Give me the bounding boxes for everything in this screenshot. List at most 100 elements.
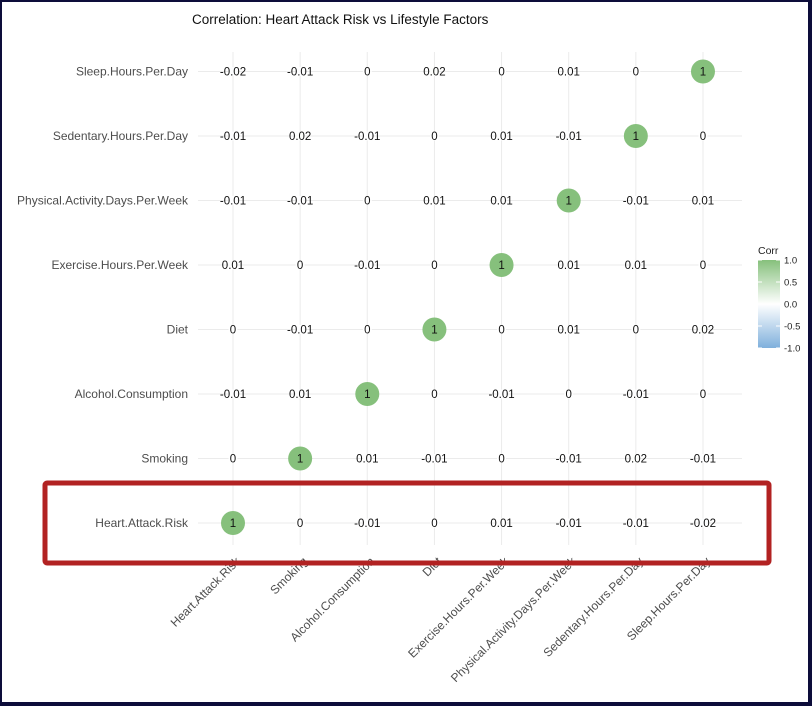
corr-value-label: 0 [297,518,303,530]
corr-value-label: 0 [364,67,370,79]
corr-circle [295,131,305,141]
corr-circle [429,389,439,399]
corr-value-label: -0.01 [220,131,246,143]
corr-circle [295,260,305,270]
corr-circle [564,389,574,399]
legend-tick-label: -0.5 [784,322,800,333]
x-axis-labels: Heart.Attack.Risk SmokingAlcohol.Consumpt… [168,554,713,685]
corr-circle [429,131,439,141]
corr-circle [295,518,305,528]
corr-circle [228,260,238,270]
corr-circle [362,260,372,270]
corr-value-label: 0.01 [558,325,580,337]
corr-circle [564,131,574,141]
corr-circle [429,454,439,463]
y-tick-label: Alcohol.Consumption [75,387,188,401]
legend: Corr 1.0 0.5 0.0 -0.5 -1.0 [758,245,800,355]
corr-value-label: -0.01 [556,454,582,466]
corr-circle [698,196,708,205]
corr-value-label: 0.01 [558,260,580,272]
corr-circle [497,389,507,399]
corr-value-label: -0.01 [220,389,246,401]
corr-circle [497,454,507,463]
corr-value-label: 0 [297,260,303,272]
legend-tick-label: 0.0 [784,300,797,311]
x-tick-label: Diet [420,554,445,579]
corr-circle [698,131,708,141]
corr-circle [429,67,439,76]
corr-value-label: 0 [230,454,236,466]
corr-circle [631,325,641,334]
corr-circle [564,67,574,76]
corr-value-label: 1 [498,260,504,272]
corr-value-label: 0.02 [423,67,445,79]
corr-circle [228,389,238,399]
y-tick-label: Smoking [141,452,188,466]
highlight-box [42,480,772,566]
corr-value-label: 1 [230,518,236,530]
corr-circle [564,454,574,463]
corr-value-label: 0 [431,518,437,530]
corr-circle [362,325,372,334]
corr-circle [497,67,507,76]
corr-value-label: 0 [431,131,437,143]
corr-value-label: 1 [700,67,706,79]
corr-value-label: -0.01 [354,518,380,530]
legend-ticks: 1.0 0.5 0.0 -0.5 -1.0 [758,256,800,355]
corr-value-label: 0 [431,260,437,272]
corr-circle [221,511,245,535]
corr-circle [362,518,372,528]
corr-value-label: 0.02 [692,325,714,337]
corr-circle [362,131,372,141]
corr-value-label: 0 [633,67,639,79]
corr-circle [497,518,507,528]
corr-value-label: -0.01 [623,389,649,401]
corr-value-label: -0.01 [488,389,514,401]
corr-circle [497,196,507,205]
corr-value-label: 0.01 [692,196,714,208]
corr-value-label: -0.01 [623,196,649,208]
corr-value-label: 1 [297,454,303,466]
corr-circle [489,253,514,277]
corr-circle [698,518,708,528]
corr-circle [631,67,641,76]
corr-value-label: -0.02 [690,518,716,530]
corr-circle [631,518,641,528]
y-tick-label: Diet [167,323,189,337]
corr-value-label: 0.01 [222,260,244,272]
corr-circle [698,260,708,270]
y-tick-label: Heart.Attack.Risk [95,516,189,530]
corr-value-label: 0.01 [423,196,445,208]
corr-circle [631,454,641,463]
grid-lines [198,52,742,545]
corr-value-label: 0 [565,389,571,401]
corr-circle [631,389,641,399]
corr-circle [564,325,574,334]
corr-circle [228,131,238,141]
corr-value-label: 0.01 [289,389,311,401]
corr-value-label: 0.01 [558,67,580,79]
chart-title: Correlation: Heart Attack Risk vs Lifest… [192,12,489,27]
corr-circle [429,260,439,270]
corr-circle [362,196,372,205]
corr-value-label: -0.01 [354,131,380,143]
corr-value-label: 1 [565,196,571,208]
corr-value-label: -0.01 [220,196,246,208]
corr-circle [429,518,439,528]
corr-value-label: 0 [700,131,706,143]
corr-circle [497,131,507,141]
y-tick-label: Sleep.Hours.Per.Day [76,65,188,79]
corr-value-label: -0.01 [556,518,582,530]
corr-value-label: -0.02 [220,67,246,79]
corr-value-label: 0 [498,325,504,337]
corr-value-label: -0.01 [690,454,716,466]
corr-value-label: 1 [633,131,639,143]
corr-circle [429,196,439,205]
corr-circle [228,325,238,334]
y-axis-labels: Heart.Attack.Risk Smoking Alcohol.Consumpt… [17,65,189,531]
x-tick-label: Physical.Activity.Days.Per.Week [448,554,579,685]
corr-value-label: 0 [498,454,504,466]
corr-value-label: -0.01 [287,196,313,208]
